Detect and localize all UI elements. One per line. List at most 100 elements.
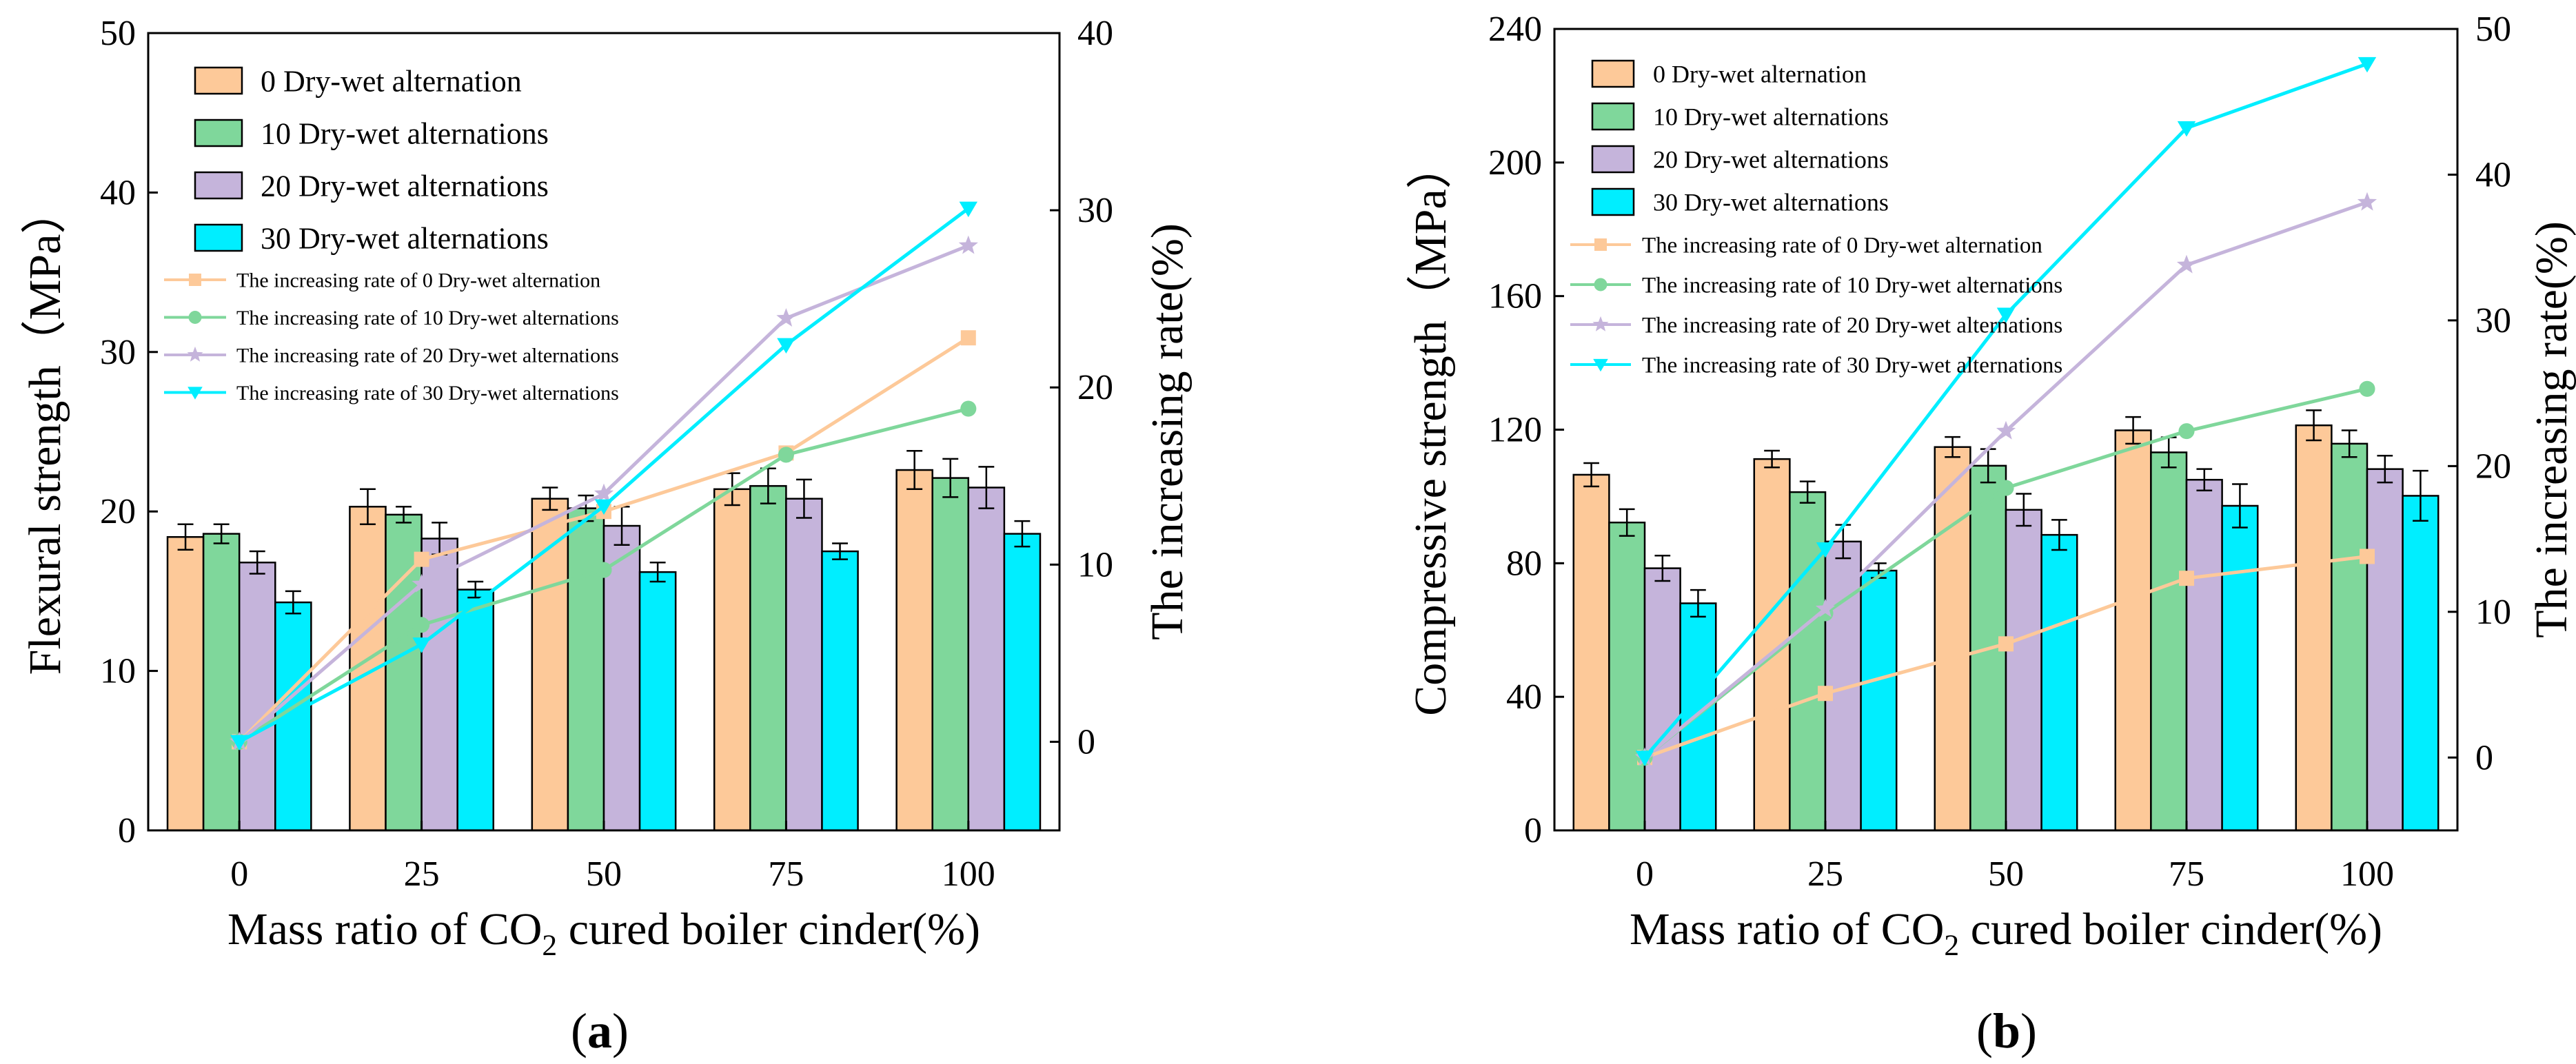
x-tick-label: 50 (1988, 855, 2024, 894)
bar (1003, 533, 1042, 832)
line-point (2357, 57, 2377, 73)
line-point (2357, 192, 2377, 211)
bar (2114, 429, 2152, 832)
x-tick-label: 50 (586, 855, 622, 894)
chart-panel-b: 0 40 80 120 160 200 240 0 10 20 30 40 50 0 25 50 75 100 Ma… (1406, 10, 2576, 962)
line-point (2360, 549, 2375, 564)
y2-tick-label: 30 (2475, 301, 2511, 340)
x-axis-label: Mass ratio of CO2 cured boiler cinder(%) (227, 904, 980, 962)
y-axis-label: Flexural strength（MPa） (20, 189, 70, 675)
y2-tick-label: 40 (2475, 155, 2511, 194)
line-point (412, 573, 432, 593)
legend-marker (1593, 358, 1608, 372)
y2-axis-label: The increasing rate(%) (2526, 221, 2576, 638)
legend-label: 10 Dry-wet alternations (261, 116, 549, 150)
bar (785, 498, 823, 832)
legend-marker (187, 346, 203, 362)
bar (166, 535, 205, 832)
bar (2221, 504, 2259, 832)
bar (638, 571, 677, 832)
line-point (596, 562, 612, 578)
x-tick-label: 25 (404, 855, 440, 894)
legend-swatch (1591, 102, 1635, 131)
line-point (2359, 380, 2375, 397)
line-point (960, 400, 977, 417)
y-tick-label: 0 (1524, 811, 1542, 850)
line-point (1996, 307, 2016, 323)
y2-tick-label: 0 (2475, 738, 2493, 777)
line-point (1816, 542, 1835, 558)
legend-marker (189, 274, 201, 286)
bar (749, 484, 787, 832)
legend-line-label: The increasing rate of 0 Dry-wet alterna… (236, 269, 600, 292)
bar (1789, 491, 1827, 832)
y-tick-label: 200 (1488, 143, 1542, 183)
legend-label: 0 Dry-wet alternation (261, 64, 522, 98)
bar (567, 507, 605, 832)
y-tick-label: 40 (1506, 677, 1542, 717)
line-point (1635, 750, 1654, 766)
line-point (960, 330, 976, 346)
y-tick-label: 50 (100, 14, 136, 53)
y-tick-label: 20 (100, 492, 136, 531)
bar (1643, 567, 1681, 832)
bar (2402, 495, 2440, 832)
bar (1934, 446, 1971, 832)
y2-tick-label: 10 (2475, 593, 2511, 632)
y-tick-label: 40 (100, 173, 136, 212)
legend-line-label: The increasing rate of 20 Dry-wet altern… (236, 345, 619, 367)
line-point (777, 338, 795, 354)
bar (713, 488, 751, 832)
line-point (2179, 571, 2194, 586)
y-tick-label: 0 (118, 811, 136, 850)
x-tick-label: 25 (1807, 855, 1843, 894)
line-point (959, 201, 977, 218)
y-tick-label: 240 (1488, 10, 1542, 49)
bar (895, 469, 933, 832)
x-tick-label: 100 (2340, 855, 2394, 894)
bar (2366, 468, 2404, 832)
legend-label: 20 Dry-wet alternations (261, 169, 549, 203)
y-tick-label: 120 (1488, 411, 1542, 450)
y-tick-label: 80 (1506, 544, 1542, 583)
bar (2005, 509, 2042, 832)
y-axis-label: Compressive strength（MPa） (1406, 143, 1456, 715)
legend-marker (1592, 316, 1609, 331)
legend-line-label: The increasing rate of 0 Dry-wet alterna… (1642, 234, 2042, 258)
legend-marker (187, 387, 203, 400)
legend-swatch (194, 119, 243, 147)
line-point (958, 235, 978, 254)
line-point (1998, 480, 2014, 496)
x-tick-label: 75 (2169, 855, 2204, 894)
line-point (414, 617, 430, 633)
bar (2331, 442, 2369, 832)
legend-swatch (194, 171, 243, 200)
y2-tick-label: 20 (2475, 447, 2511, 486)
y2-tick-label: 50 (2475, 10, 2511, 49)
legend-label: 30 Dry-wet alternations (261, 221, 549, 255)
panel-label-a: (a) (571, 1003, 629, 1058)
x-tick-label: 0 (1636, 855, 1654, 894)
bar (2185, 478, 2223, 832)
y2-tick-label: 40 (1077, 14, 1113, 53)
line-point (2176, 254, 2197, 274)
x-tick-label: 0 (230, 855, 248, 894)
legend-label: 20 Dry-wet alternations (1653, 146, 1889, 174)
bar (2295, 424, 2333, 832)
legend-label: 10 Dry-wet alternations (1653, 103, 1889, 131)
y2-axis-label: The increasing rate(%) (1142, 223, 1193, 640)
chart-panel-a: 0 10 20 30 40 50 0 10 20 30 40 0 25 50 75 100 Mass ratio… (20, 14, 1193, 962)
panel-label-b: (b) (1976, 1003, 2038, 1058)
bar (202, 533, 241, 832)
legend-line-label: The increasing rate of 30 Dry-wet altern… (236, 382, 619, 405)
legend-swatch (194, 223, 243, 252)
bar (456, 589, 495, 832)
bar (967, 487, 1006, 832)
bar (821, 550, 859, 832)
line-point (778, 447, 794, 463)
legend-swatch (1591, 187, 1635, 216)
y-tick-label: 10 (100, 652, 136, 691)
line-point (412, 637, 431, 653)
line-point (2177, 121, 2196, 137)
bar (238, 561, 276, 832)
